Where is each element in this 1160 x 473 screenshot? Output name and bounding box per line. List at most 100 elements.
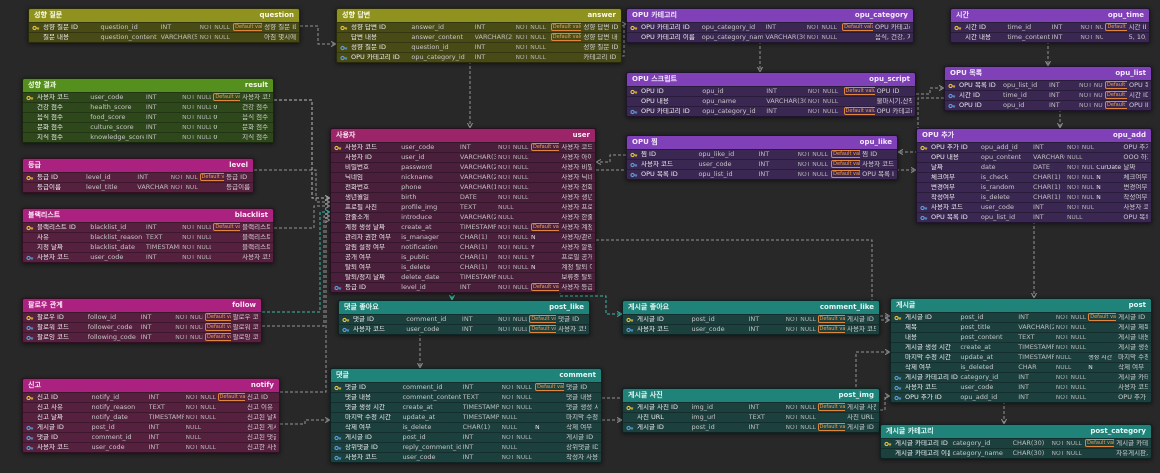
column-row-post_id[interactable]: 게시글 ID post_id INT NOT NULL 게시글 ID [331, 432, 601, 442]
table-comment[interactable]: 댓글 comment 댓글 ID comment_id INT NOT NULL Defau… [330, 368, 602, 463]
table-header-opu_script[interactable]: OPU 스크립트 opu_script [627, 73, 915, 86]
table-header-opu_category[interactable]: OPU 카테고리 opu_category [627, 9, 913, 22]
table-opu_list[interactable]: OPU 목록 opu_list OPU 목록 ID opu_list_id INT NOT… [944, 66, 1152, 111]
column-row-category_id[interactable]: 게시글 카테고리 ID category_id CHAR(30) NOT NULL De… [881, 438, 1151, 448]
table-follow[interactable]: 팔로우 관계 follow 팔로우 ID follow_id INT NOT NULL De… [22, 298, 262, 343]
column-row-health_score[interactable]: 건강 점수 health_score INT NOT NULL 0 건강 점수 [23, 102, 273, 112]
table-header-comment_like[interactable]: 게시글 좋아요 comment_like [623, 301, 879, 314]
column-row-nickname[interactable]: 닉네임 nickname VARCHAR(255)NOT NULL 사용자 닉네임 [331, 172, 595, 182]
column-row-post_title[interactable]: 제목 post_title VARCHAR(255)NOT NULL 게시글 제목 [891, 322, 1151, 332]
column-row-is_deleted[interactable]: 삭제 여부 is_deleted CHAR NULL N 삭제 여부 [891, 362, 1151, 372]
column-row-profile_img[interactable]: 프로필 사진 profile_img TEXT NULL 사용자 프로필 사진 [331, 202, 595, 212]
column-row-introduce[interactable]: 한줄소개 introduce VARCHAR(255)NULL 사용자 한줄소개 [331, 212, 595, 222]
column-row-comment_id[interactable]: 댓글 ID comment_id INT NULL 신고된 댓글 ID [23, 432, 279, 442]
column-row-culture_score[interactable]: 문화 점수 culture_score INT NOT NULL 0 문화 점수 [23, 122, 273, 132]
column-row-img_url[interactable]: 사진 URL img_url TEXT NOT NULL 사진 URL [623, 412, 879, 422]
table-header-post_category[interactable]: 게시글 카테고리 post_category [881, 425, 1151, 438]
column-row-password[interactable]: 비밀번호 password VARCHAR(255)NOT NULL 사용자 비밀번호 [331, 162, 595, 172]
column-row-answer_id[interactable]: 성향 답변 ID answer_id INT NOT NULL Default valu… [337, 22, 621, 32]
table-header-opu_time[interactable]: 시간 opu_time [951, 9, 1149, 22]
column-row-opu_category_id[interactable]: OPU 카테고리 ID opu_category_id INT NOT NULL Def… [627, 22, 913, 32]
column-row-opu_list_id[interactable]: OPU 목록 ID opu_list_id INT NULL OPU 목록 ID [917, 212, 1151, 222]
table-opu_like[interactable]: OPU 찜 opu_like 찜 ID opu_like_id INT NOT NULL D… [626, 135, 898, 180]
column-row-question_id[interactable]: 성향 질문 ID question_id INT NOT NULL 성향 질문 ID [337, 42, 621, 52]
column-row-user_code[interactable]: 사용자 코드 user_code INT NOT NULL 신고한 사용자 코드 [23, 442, 279, 452]
column-row-opu_category_id[interactable]: OPU 카테고리 ID opu_category_id INT NOT NULL 카테고… [337, 52, 621, 62]
column-row-level_title[interactable]: 등급이름 level_title VARCHAR(10)NOT NULL 등급이름 [23, 182, 253, 192]
column-row-update_at[interactable]: 마지막 수정 시간 update_at TIMESTAMP NULL 생성 시간 마지막 … [891, 352, 1151, 362]
column-row-question_id[interactable]: 성향 질문 ID question_id INT NOT NULL Default va… [29, 22, 299, 32]
table-header-follow[interactable]: 팔로우 관계 follow [23, 299, 261, 312]
column-row-is_manager[interactable]: 관리자 권한 여부 is_manager CHAR(1) NOT NULL N 사용자/관… [331, 232, 595, 242]
column-row-user_code[interactable]: 사용자 코드 user_code INT NOT NULL 사용자 코드 [891, 382, 1151, 392]
table-blacklist[interactable]: 블랙리스트 blacklist 블랙리스트 ID blacklist_id INT NOT… [22, 208, 274, 263]
column-row-reply_comment_id[interactable]: 상위댓글 ID reply_comment_id INT NULL 상위댓글 ID [331, 442, 601, 452]
table-header-notify[interactable]: 신고 notify [23, 379, 279, 392]
table-post_like[interactable]: 댓글 좋아요 post_like 댓글 ID comment_id INT NOT NUL… [338, 300, 590, 335]
table-header-post_like[interactable]: 댓글 좋아요 post_like [339, 301, 589, 314]
table-header-comment[interactable]: 댓글 comment [331, 369, 601, 382]
table-header-opu_add[interactable]: OPU 추가 opu_add [917, 129, 1151, 142]
table-header-user[interactable]: 사용자 user [331, 129, 595, 142]
table-header-blacklist[interactable]: 블랙리스트 blacklist [23, 209, 273, 222]
table-opu_add[interactable]: OPU 추가 opu_add OPU 추가 ID opu_add_id INT NOT N… [916, 128, 1152, 223]
column-row-opu_add_id[interactable]: OPU 추가 ID opu_add_id INT NOT NULL OPU 추가 ID [891, 392, 1151, 402]
table-question[interactable]: 성향 질문 question 성향 질문 ID question_id INT NOT N… [28, 8, 300, 43]
column-row-post_content[interactable]: 내용 post_content TEXT NOT NULL 게시글 내용 [891, 332, 1151, 342]
column-row-create_at[interactable]: 댓글 생성 시간 create_at TIMESTAMP NOT NULL 댓글 생성 … [331, 402, 601, 412]
column-row-birth[interactable]: 생년월일 birth DATE NOT NULL 사용자 생년월일 [331, 192, 595, 202]
column-row-is_random[interactable]: 변경여부 is_random CHAR(1) NOT NULL N 변경여부 [917, 182, 1151, 192]
column-row-opu_name[interactable]: OPU 내용 opu_name VARCHAR(30)NOT NULL 물마시기,산책… [627, 96, 915, 106]
table-opu_category[interactable]: OPU 카테고리 opu_category OPU 카테고리 ID opu_categ… [626, 8, 914, 43]
column-row-is_check[interactable]: 체크여부 is_check CHAR(1) NOT NULL N 체크여부 [917, 172, 1151, 182]
table-header-result[interactable]: 성향 결과 result [23, 79, 273, 92]
column-row-blacklist_id[interactable]: 블랙리스트 ID blacklist_id INT NOT NULL Default v… [23, 222, 273, 232]
table-header-post[interactable]: 게시글 post [891, 299, 1151, 312]
table-header-level[interactable]: 등급 level [23, 159, 253, 172]
column-row-post_id[interactable]: 게시글 ID post_id INT NULL 신고된 게시글 ID [23, 422, 279, 432]
column-row-comment_content[interactable]: 댓글 내용 comment_content TEXT NOT NULL 댓글 내용 [331, 392, 601, 402]
column-row-phone[interactable]: 전화번호 phone VARCHAR(15)NOT NULL 사용자 전화번호 [331, 182, 595, 192]
column-row-user_code[interactable]: 사용자 코드 user_code INT NOT NULL 사용자 코드 [23, 252, 273, 262]
column-row-notify_date[interactable]: 신고 날짜 notify_date TIMESTAMP NOT NULL 신고된 날짜 [23, 412, 279, 422]
column-row-user_id[interactable]: 사용자 ID user_id VARCHAR(30)NOT NULL 사용자 아이디 [331, 152, 595, 162]
table-header-question[interactable]: 성향 질문 question [29, 9, 299, 22]
column-row-user_code[interactable]: 사용자 코드 user_code INT NOT NULL 사용자 코드 [917, 202, 1151, 212]
column-row-is_delete[interactable]: 작성여부 is_delete CHAR(1) NOT NULL N 작성여부 [917, 192, 1151, 202]
table-post[interactable]: 게시글 post 게시글 ID post_id INT NOT NULL Default v… [890, 298, 1152, 403]
table-answer[interactable]: 성향 답변 answer 성향 답변 ID answer_id INT NOT NULL D… [336, 8, 622, 63]
column-row-create_at[interactable]: 계정 생성 날짜 create_at TIMESTAMP NOT NULL Defaul… [331, 222, 595, 232]
table-post_img[interactable]: 게시글 사진 post_img 게시글 사진 ID img_id INT NOT NULL… [622, 388, 880, 433]
column-row-create_at[interactable]: 게시글 생성 시간 create_at TIMESTAMP NOT NULL 게시글 생… [891, 342, 1151, 352]
column-row-opu_category_id[interactable]: OPU 카테고리 ID opu_category_id INT NOT NULL Def… [627, 106, 915, 116]
column-row-user_code[interactable]: 사용자 코드 user_code INT NOT NULL 작성자 사용자 코드 [331, 452, 601, 462]
